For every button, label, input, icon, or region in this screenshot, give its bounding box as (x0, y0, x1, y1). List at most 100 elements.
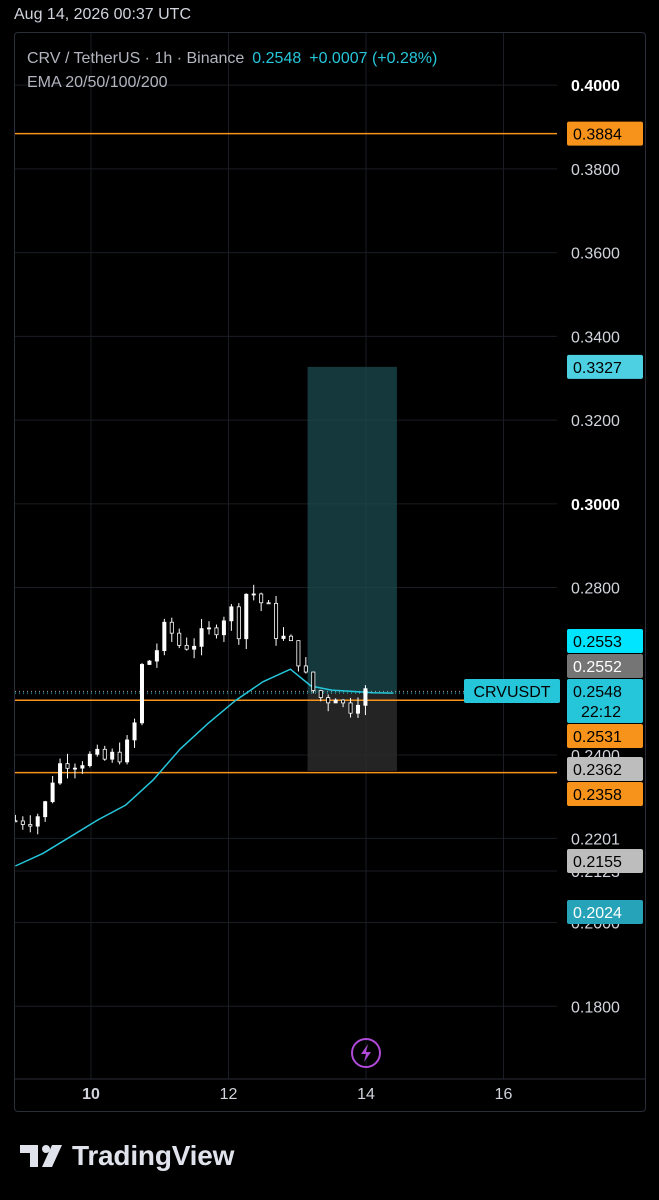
y-tick-label: 0.2800 (571, 581, 620, 598)
price-label-bg (567, 354, 643, 379)
price-label-bg (567, 757, 643, 781)
candle-body (318, 690, 323, 698)
candle-body (288, 635, 293, 642)
price-label-countdown: 22:12 (581, 704, 621, 721)
candle-body (80, 765, 85, 769)
x-tick-label: 16 (495, 1086, 513, 1103)
price-label: 0.3884 (573, 127, 622, 144)
candle-body (326, 697, 331, 704)
tradingview-logo: TradingView (18, 1140, 234, 1172)
candle-body (363, 688, 368, 706)
x-tick-label: 14 (357, 1086, 375, 1103)
symbol-tag: CRVUSDT (473, 684, 550, 701)
candle-body (162, 621, 167, 652)
price-labels: 0.3884 0.3327 0.2553 0.2552 0.2548 22:12 CRVUS… (464, 121, 643, 924)
candle-body (95, 748, 100, 755)
event-marker[interactable] (351, 1038, 381, 1068)
candle-body (35, 816, 40, 827)
candle-body (43, 801, 48, 818)
candle-body (221, 620, 226, 636)
candle-body (296, 640, 301, 667)
y-tick-label: 0.1800 (571, 999, 620, 1016)
y-tick-label: 0.2201 (571, 831, 620, 848)
candle-body (214, 627, 219, 636)
candles (15, 584, 368, 835)
price-label: 0.2553 (573, 634, 622, 651)
candle-body (154, 650, 159, 662)
y-tick-label: 0.3200 (571, 413, 620, 430)
y-tick-label: 0.4000 (571, 78, 620, 95)
candle-body (341, 699, 346, 704)
candle-body (125, 739, 130, 763)
candle-body (169, 621, 174, 634)
candle-body (65, 763, 70, 769)
position-target-zone[interactable] (307, 366, 397, 694)
price-label-bg (567, 724, 643, 748)
candle-body (72, 767, 77, 770)
brand-name: TradingView (72, 1140, 235, 1171)
symbol-tag-bg (464, 679, 560, 703)
symbol-line[interactable]: CRV / TetherUS · 1h · Binance (27, 50, 245, 67)
price-label-bg (567, 782, 643, 806)
y-tick-label: 0.3800 (571, 162, 620, 179)
candle-body (132, 722, 137, 741)
price-label-bg (567, 679, 643, 723)
candle-body (15, 820, 18, 823)
symbol-row[interactable]: CRV / TetherUS · 1h · Binance 0.2548 +0.00… (27, 47, 437, 71)
price-label-bg (567, 121, 643, 146)
candle-body (229, 606, 234, 622)
candle-body (58, 763, 63, 784)
price-label: 0.3327 (573, 360, 622, 377)
time-axis[interactable]: 10 12 14 16 (15, 1078, 645, 1103)
legend-price: 0.2548 (252, 50, 302, 67)
candle-body (333, 699, 338, 704)
candle-body (184, 644, 189, 650)
candle-body (199, 628, 204, 647)
candle-body (251, 593, 256, 596)
candle-body (207, 627, 212, 630)
legend-change: +0.0007 (+0.28%) (309, 50, 438, 67)
candle-body (348, 702, 353, 714)
horizontal-levels[interactable] (15, 132, 557, 774)
price-label: 0.2362 (573, 762, 622, 779)
price-label-bg (567, 900, 643, 924)
candle-body (177, 632, 182, 646)
chart-canvas[interactable]: 0.4000 0.3800 0.3600 0.3400 0.3200 0.3000 0.28… (15, 33, 645, 1111)
price-label: 0.2358 (573, 787, 622, 804)
price-label: 0.2024 (573, 905, 622, 922)
price-label: 0.2548 (573, 684, 622, 701)
candle-body (147, 660, 152, 665)
price-label-bg (567, 629, 643, 653)
candle-body (50, 782, 55, 803)
candle-body (259, 593, 264, 604)
candle-body (28, 824, 33, 827)
price-label: 0.2531 (573, 729, 622, 746)
y-tick-label: 0.3000 (571, 497, 620, 514)
x-tick-label: 10 (82, 1086, 100, 1103)
price-label-bg (567, 849, 643, 873)
candle-body (117, 751, 122, 763)
candle-body (192, 645, 197, 650)
candle-body (274, 602, 279, 639)
chart-panel[interactable]: 0.4000 0.3800 0.3600 0.3400 0.3200 0.3000 0.28… (14, 32, 646, 1112)
candle-body (311, 671, 316, 691)
price-label: 0.2552 (573, 659, 622, 676)
chart-legend: CRV / TetherUS · 1h · Binance 0.2548 +0.00… (27, 47, 437, 95)
ema-line (15, 668, 394, 867)
price-label-bg (567, 654, 643, 678)
timestamp: Aug 14, 2026 00:37 UTC (14, 6, 192, 23)
candle-body (244, 593, 249, 640)
grid (15, 33, 557, 1079)
candle-body (87, 753, 92, 767)
candle-body (355, 704, 360, 714)
y-tick-label: 0.3400 (571, 329, 620, 346)
y-tick-label: 0.3600 (571, 246, 620, 263)
indicator-line[interactable]: EMA 20/50/100/200 (27, 74, 168, 91)
price-axis[interactable]: 0.4000 0.3800 0.3600 0.3400 0.3200 0.3000 0.28… (571, 78, 620, 1016)
tradingview-logo-icon (20, 1145, 62, 1167)
candle-body (110, 751, 115, 760)
lightning-icon[interactable] (351, 1038, 381, 1068)
candle-body (303, 665, 308, 673)
candle-body (139, 664, 144, 724)
candle-body (236, 606, 241, 640)
